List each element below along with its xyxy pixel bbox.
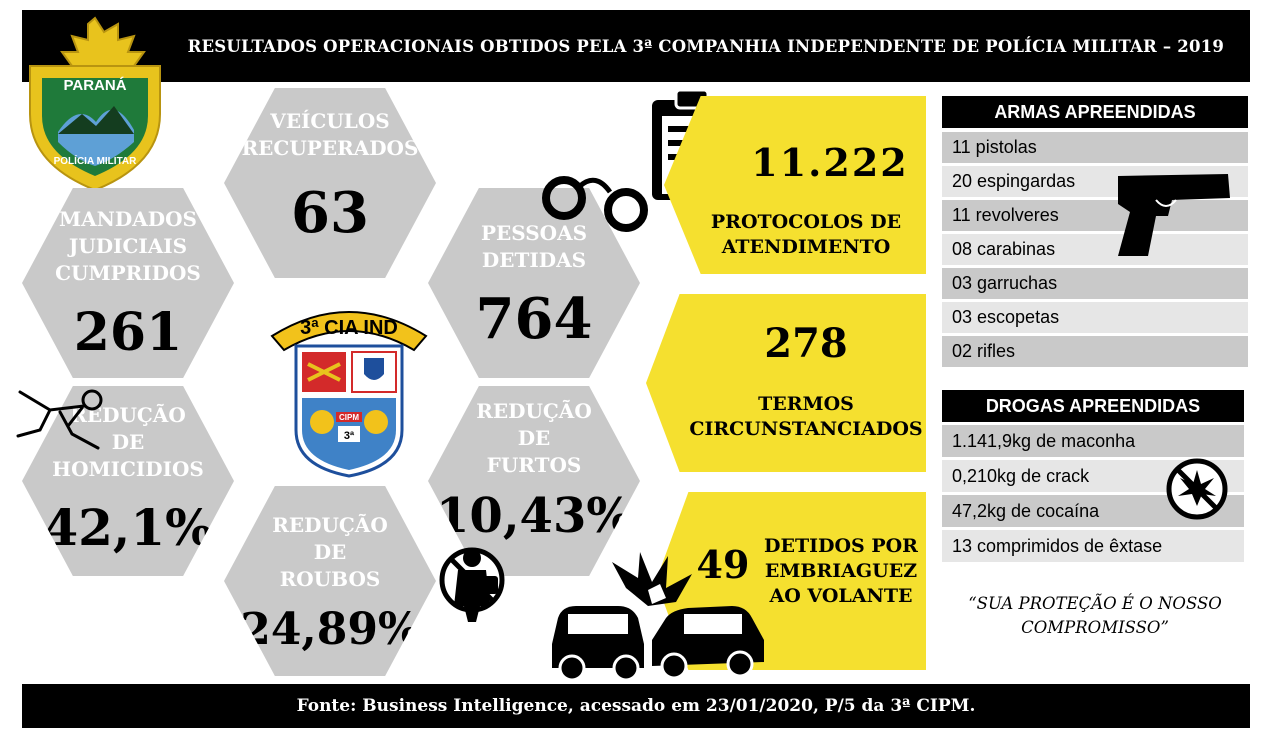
highlight-value: 278 — [764, 320, 848, 367]
hex-label: REDUÇÃO — [476, 399, 592, 423]
hex-value: 261 — [73, 302, 183, 363]
hex-label: PESSOAS — [480, 221, 588, 245]
highlight-label-line: DETIDOS POR — [764, 535, 918, 557]
armas-item: 08 carabinas — [942, 234, 1248, 265]
drogas-title: DROGAS APREENDIDAS — [942, 390, 1244, 422]
no-drugs-icon — [1164, 456, 1230, 522]
highlight-label-line: TERMOS — [758, 393, 854, 415]
hex-label: MANDADOS — [58, 207, 197, 231]
highlight-label-line: ATENDIMENTO — [721, 236, 891, 258]
hex-veiculos: VEÍCULOS RECUPERADOS 63 — [224, 88, 436, 278]
hex-homicidios: REDUÇÃO DE HOMICIDIOS 42,1% — [22, 386, 234, 576]
armas-item: 02 rifles — [942, 336, 1248, 367]
armas-item: 03 escopetas — [942, 302, 1248, 333]
armas-item: 11 revolveres — [942, 200, 1248, 231]
highlight-protocolos — [664, 96, 926, 274]
hex-mandados: MANDADOS JUDICIAIS CUMPRIDOS 261 — [22, 188, 234, 378]
armas-item: 11 pistolas — [942, 132, 1248, 163]
highlight-label-line: AO VOLANTE — [769, 585, 913, 607]
drogas-item: 1.141,9kg de maconha — [942, 425, 1244, 457]
hex-label: CUMPRIDOS — [55, 261, 201, 285]
pmpr-badge: PARANÁ POLÍCIA MILITAR — [22, 14, 168, 194]
slogan: “SUA PROTEÇÃO É O NOSSO COMPROMISSO” — [940, 592, 1250, 640]
body-outline-icon — [10, 386, 110, 458]
highlight-label: PROTOCOLOS DE ATENDIMENTO — [700, 210, 912, 260]
highlight-value: 49 — [696, 542, 750, 587]
car-crash-icon — [548, 548, 768, 682]
badge-top-text: PARANÁ — [63, 77, 126, 94]
header-bar: RESULTADOS OPERACIONAIS OBTIDOS PELA 3ª … — [22, 10, 1250, 82]
hex-value: 764 — [475, 286, 593, 352]
unit-emblem: 3ª CIA IND CIPM 3ª — [266, 290, 432, 480]
emblem-shield-num: 3ª — [344, 430, 355, 442]
hex-label: DE — [313, 540, 347, 564]
hex-value: 24,89% — [240, 604, 420, 655]
slogan-line: COMPROMISSO” — [1021, 618, 1169, 637]
handcuffs-icon — [540, 168, 652, 238]
hex-label: RECUPERADOS — [241, 136, 419, 160]
hex-value: 63 — [291, 180, 369, 246]
highlight-value: 11.222 — [751, 140, 909, 185]
hex-furtos: REDUÇÃO DE FURTOS 10,43% — [428, 386, 640, 576]
hex-label: DE — [111, 430, 145, 454]
hex-label: ROUBOS — [279, 567, 381, 591]
highlight-label: DETIDOS POR EMBRIAGUEZ AO VOLANTE — [758, 534, 924, 609]
emblem-shield-text: CIPM — [339, 413, 359, 422]
hex-label: DE — [517, 426, 551, 450]
emblem-label: 3ª CIA IND — [300, 317, 398, 339]
page-title: RESULTADOS OPERACIONAIS OBTIDOS PELA 3ª … — [187, 36, 1224, 56]
badge-bottom-text: POLÍCIA MILITAR — [54, 154, 138, 167]
hex-label: DETIDAS — [481, 248, 587, 272]
highlight-termos — [646, 294, 926, 472]
drogas-item: 47,2kg de cocaína — [942, 495, 1244, 527]
armas-title: ARMAS APREENDIDAS — [942, 96, 1248, 128]
thief-prohibited-icon — [436, 536, 508, 630]
source-note: Fonte: Business Intelligence, acessado e… — [296, 696, 976, 716]
highlight-label-line: PROTOCOLOS DE — [710, 211, 902, 233]
drogas-item: 13 comprimidos de êxtase — [942, 530, 1244, 562]
pistol-icon — [1112, 168, 1234, 260]
armas-item: 03 garruchas — [942, 268, 1248, 299]
slogan-line: “SUA PROTEÇÃO É O NOSSO — [968, 594, 1222, 613]
hex-pessoas: PESSOAS DETIDAS 764 — [428, 188, 640, 378]
hex-roubos: REDUÇÃO DE ROUBOS 24,89% — [224, 486, 436, 676]
hex-label: VEÍCULOS — [270, 109, 390, 133]
hex-label: HOMICIDIOS — [52, 457, 204, 481]
armas-title-text: ARMAS APREENDIDAS — [994, 101, 1196, 122]
highlight-label: TERMOS CIRCUNSTANCIADOS — [684, 392, 928, 442]
hex-value: 10,43% — [436, 488, 632, 544]
highlight-label-line: EMBRIAGUEZ — [764, 560, 918, 582]
hex-label: FURTOS — [486, 453, 582, 477]
hex-value: 42,1% — [43, 498, 213, 557]
hex-label: JUDICIAIS — [68, 234, 188, 258]
footer-bar: Fonte: Business Intelligence, acessado e… — [22, 684, 1250, 728]
hex-label: REDUÇÃO — [272, 513, 388, 537]
highlight-label-line: CIRCUNSTANCIADOS — [689, 418, 923, 440]
drogas-title-text: DROGAS APREENDIDAS — [985, 395, 1201, 416]
hex-label: REDUÇÃO — [70, 403, 186, 427]
